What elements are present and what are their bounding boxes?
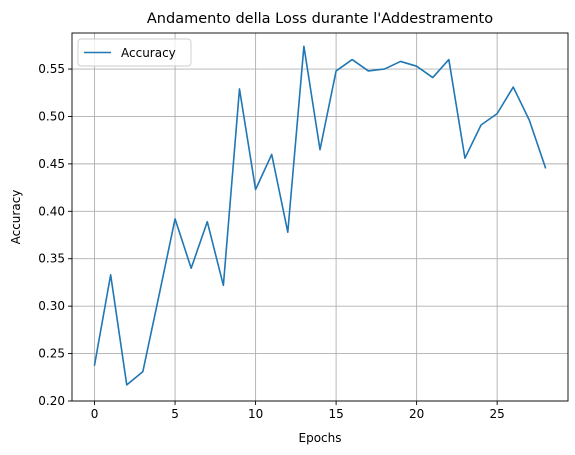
axes-frame xyxy=(71,32,569,402)
y-tick-label: 0.35 xyxy=(38,252,65,266)
y-tick-label: 0.20 xyxy=(38,394,65,408)
legend-box xyxy=(77,38,192,67)
x-tick-label: 15 xyxy=(328,407,343,421)
x-tick-label: 5 xyxy=(171,407,179,421)
y-tick-label: 0.55 xyxy=(38,62,65,76)
x-tick-label: 10 xyxy=(248,407,263,421)
x-tick-label: 0 xyxy=(91,407,99,421)
y-tick-label: 0.45 xyxy=(38,157,65,171)
x-axis: 0 5 10 15 20 25 xyxy=(91,401,505,421)
x-tick-label: 20 xyxy=(409,407,424,421)
x-tick-label: 25 xyxy=(490,407,505,421)
legend-label: Accuracy xyxy=(121,46,176,60)
legend: Accuracy xyxy=(77,38,192,67)
series-layer xyxy=(93,45,547,386)
x-axis-label: Epochs xyxy=(299,431,342,445)
grid xyxy=(72,33,568,402)
chart-title: Andamento della Loss durante l'Addestram… xyxy=(147,11,493,27)
series-line-accuracy xyxy=(93,45,547,386)
y-axis: 0.20 0.25 0.30 0.35 0.40 0.45 0.50 0.55 xyxy=(38,62,72,408)
y-tick-label: 0.30 xyxy=(38,299,65,313)
y-tick-label: 0.25 xyxy=(38,347,65,361)
y-tick-label: 0.50 xyxy=(38,109,65,123)
plot-background xyxy=(72,33,568,401)
y-axis-label: Accuracy xyxy=(9,190,23,245)
y-tick-label: 0.40 xyxy=(38,204,65,218)
